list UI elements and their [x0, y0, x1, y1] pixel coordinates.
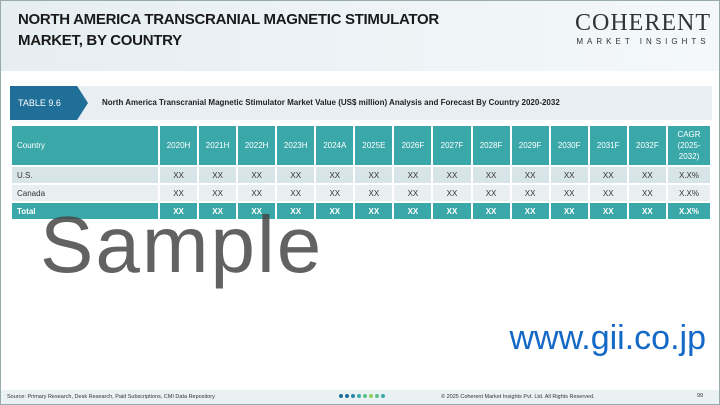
table-cell: XX	[587, 201, 629, 221]
table-cell: XX	[626, 165, 669, 185]
table-cell: XX	[431, 183, 473, 203]
table-cell: XX	[275, 201, 317, 221]
table-cell: XX	[197, 201, 239, 221]
dot-icon	[345, 394, 349, 398]
table-cell: XX	[157, 183, 200, 203]
row-label: Total	[10, 201, 160, 221]
table-cell: XX	[353, 183, 395, 203]
table-cell: XX	[509, 201, 551, 221]
table-cell: XX	[626, 201, 669, 221]
table-description: North America Transcranial Magnetic Stim…	[102, 98, 560, 107]
table-cell: X.X%	[666, 165, 712, 185]
column-header: 2032F	[626, 124, 669, 167]
table-cell: XX	[197, 165, 239, 185]
data-table: Country 2020H 2021H 2022H 2023H 2024A 2025E 202…	[10, 124, 712, 221]
table-cell: XX	[392, 165, 434, 185]
table-cell: XX	[236, 201, 278, 221]
footer: Source: Primary Research, Desk Research,…	[1, 390, 719, 404]
site-watermark: www.gii.co.jp	[509, 319, 706, 357]
column-header: 2025E	[353, 124, 395, 167]
column-header: 2030F	[548, 124, 590, 167]
table-cell: X.X%	[666, 201, 712, 221]
table-cell: XX	[275, 183, 317, 203]
logo-sub: MARKET INSIGHTS	[576, 37, 710, 46]
table-cell: XX	[236, 165, 278, 185]
table-cell: XX	[470, 183, 512, 203]
table-cell: XX	[470, 165, 512, 185]
table-cell: XX	[236, 183, 278, 203]
table-cell: XX	[353, 201, 395, 221]
page-number: 99	[697, 393, 704, 399]
column-header: CAGR (2025-2032)	[666, 124, 712, 167]
table-cell: XX	[509, 183, 551, 203]
column-header: Country	[10, 124, 160, 167]
dot-icon	[375, 394, 379, 398]
dot-icon	[339, 394, 343, 398]
row-label: U.S.	[10, 165, 160, 185]
column-header: 2022H	[236, 124, 278, 167]
table-cell: XX	[314, 165, 356, 185]
progress-dots	[339, 394, 385, 398]
table-number: TABLE 9.6	[10, 86, 88, 120]
table-row: U.S. XX XX XX XX XX XX XX XX XX XX XX XX XX X.X%	[10, 165, 712, 185]
page-title: NORTH AMERICA TRANSCRANIAL MAGNETIC STIM…	[18, 11, 439, 49]
table-cell: XX	[509, 165, 551, 185]
table-cell: XX	[314, 183, 356, 203]
column-header: 2027F	[431, 124, 473, 167]
table-cell: X.X%	[666, 183, 712, 203]
sample-watermark: Sample	[40, 200, 324, 289]
table-cell: XX	[157, 165, 200, 185]
table-row: Total XX XX XX XX XX XX XX XX XX XX XX XX XX X.X%	[10, 201, 712, 221]
table-cell: XX	[431, 165, 473, 185]
slide-header: NORTH AMERICA TRANSCRANIAL MAGNETIC STIM…	[1, 1, 719, 71]
column-header: 2031F	[587, 124, 629, 167]
column-header: 2023H	[275, 124, 317, 167]
row-label: Canada	[10, 183, 160, 203]
dot-icon	[381, 394, 385, 398]
table-caption-bar: TABLE 9.6 North America Transcranial Mag…	[10, 86, 712, 120]
table-cell: XX	[548, 201, 590, 221]
table-cell: XX	[548, 165, 590, 185]
column-header: 2020H	[157, 124, 200, 167]
table-cell: XX	[470, 201, 512, 221]
source-note: Source: Primary Research, Desk Research,…	[7, 394, 215, 400]
column-header: 2024A	[314, 124, 356, 167]
table-cell: XX	[587, 165, 629, 185]
dot-icon	[351, 394, 355, 398]
table-cell: XX	[392, 201, 434, 221]
company-logo: COHERENT MARKET INSIGHTS	[575, 11, 711, 46]
table-cell: XX	[314, 201, 356, 221]
table-cell: XX	[275, 165, 317, 185]
table-cell: XX	[392, 183, 434, 203]
column-header: 2028F	[470, 124, 512, 167]
copyright: © 2025 Coherent Market Insights Pvt. Ltd…	[441, 394, 595, 400]
table-cell: XX	[353, 165, 395, 185]
table-cell: XX	[626, 183, 669, 203]
table-cell: XX	[548, 183, 590, 203]
column-header: 2029F	[509, 124, 551, 167]
dot-icon	[363, 394, 367, 398]
table-cell: XX	[157, 201, 200, 221]
logo-main: COHERENT	[575, 10, 711, 36]
column-header: 2026F	[392, 124, 434, 167]
dot-icon	[357, 394, 361, 398]
table-cell: XX	[431, 201, 473, 221]
table-cell: XX	[197, 183, 239, 203]
column-header: 2021H	[197, 124, 239, 167]
dot-icon	[369, 394, 373, 398]
table-row: Canada XX XX XX XX XX XX XX XX XX XX XX XX XX X.X%	[10, 183, 712, 203]
table-header-row: Country 2020H 2021H 2022H 2023H 2024A 2025E 202…	[10, 124, 712, 167]
table-cell: XX	[587, 183, 629, 203]
